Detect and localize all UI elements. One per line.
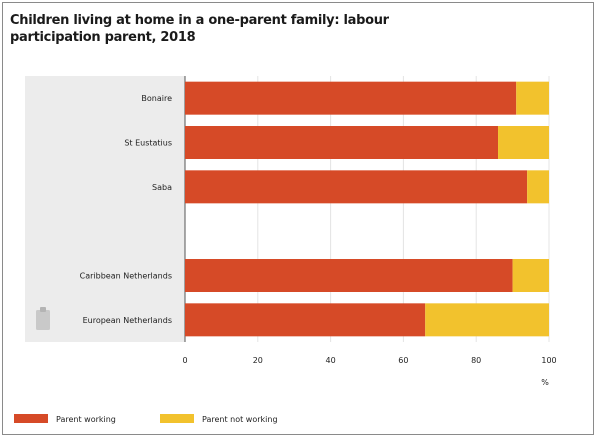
x-tick-label: 60 (398, 356, 408, 365)
plot-area (185, 76, 549, 342)
chart-title: Children living at home in a one-parent … (10, 13, 389, 45)
bar-segment (185, 126, 499, 159)
category-label: European Netherlands (83, 316, 172, 325)
category-label: Saba (152, 183, 172, 192)
bar-segment (512, 259, 549, 292)
legend-label: Parent working (56, 415, 116, 424)
bars (185, 81, 549, 337)
legend: Parent working Parent not working (14, 414, 278, 424)
bar-segment (185, 259, 513, 292)
x-tick-label: 80 (471, 356, 481, 365)
gridlines (184, 76, 550, 342)
clipboard-icon (36, 307, 50, 330)
x-unit-label: % (541, 378, 549, 387)
bar-segment (516, 81, 549, 115)
category-panel (25, 76, 185, 342)
bar-segment (185, 170, 528, 204)
legend-swatch (160, 414, 194, 423)
x-tick-label: 100 (541, 356, 556, 365)
x-tick-label: 0 (182, 356, 187, 365)
bar-segment (527, 170, 549, 204)
category-labels: Bonaire St Eustatius Saba Caribbean Netherl… (80, 94, 172, 325)
x-tick-label: 20 (253, 356, 263, 365)
bar-segment (185, 81, 517, 115)
x-tick-label: 40 (326, 356, 336, 365)
x-tick-labels: 0 20 40 60 80 100 (182, 356, 556, 365)
bar-segment (185, 303, 426, 337)
category-label: Caribbean Netherlands (80, 272, 172, 281)
bar-segment (498, 126, 549, 159)
category-label: Bonaire (141, 94, 172, 103)
legend-swatch (14, 414, 48, 423)
bar-segment (425, 303, 549, 337)
legend-label: Parent not working (202, 415, 278, 424)
category-label: St Eustatius (124, 139, 172, 148)
